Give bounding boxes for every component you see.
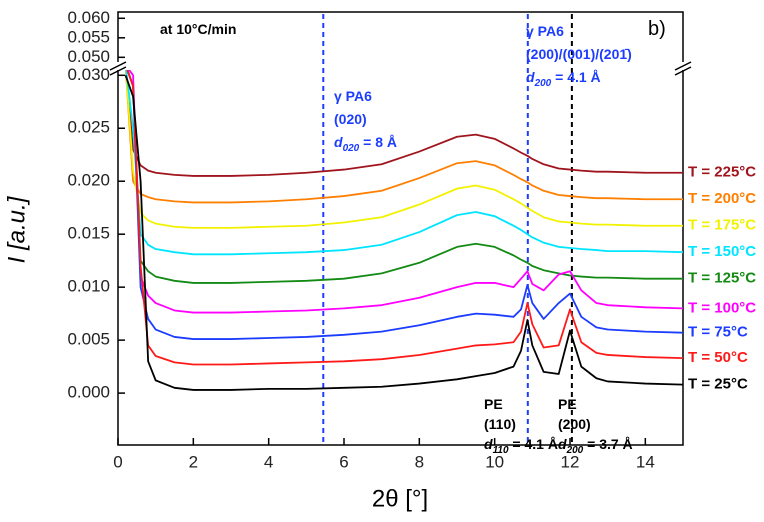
y-axis-label: I [a.u.] (3, 195, 30, 263)
annotation-text: γ PA6 (526, 23, 564, 39)
annotation: d110 = 4.1 Å (484, 436, 558, 456)
annotation-text: = 3.7 Å (583, 436, 632, 452)
annotation: d020 = 8 Å (334, 134, 397, 154)
y-tick-label: 0.020 (67, 171, 110, 190)
y-tick-label: 0.060 (67, 8, 110, 27)
annotation-text: PE (558, 396, 577, 412)
legend-label: T = 200°C (688, 190, 756, 207)
x-tick-label: 10 (485, 452, 504, 471)
annotation: (200)/(001)/(201̄) (526, 46, 632, 62)
series-line (124, 70, 683, 204)
annotation-text: = 4.1 Å (509, 436, 558, 452)
annotation-text: PE (484, 396, 503, 412)
axis-break-gap (112, 62, 690, 70)
y-tick-label: 0.005 (67, 330, 110, 349)
annotation-text: γ PA6 (334, 88, 372, 104)
annotation-text: (110) (484, 416, 516, 432)
x-tick-label: 12 (561, 452, 580, 471)
series-line (124, 74, 683, 391)
y-tick-label: 0.010 (67, 277, 110, 296)
annotation-text: b) (648, 18, 666, 40)
x-tick-label: 6 (339, 452, 348, 471)
annotation-text: (200) (558, 416, 591, 432)
y-tick-label: 0.025 (67, 118, 110, 137)
annotation: (110) (484, 416, 516, 432)
annotation-text: (020) (334, 111, 367, 127)
series-line (125, 70, 683, 177)
annotation-text: d (526, 69, 535, 85)
annotation: γ PA6 (334, 88, 372, 104)
x-tick-label: 2 (189, 452, 198, 471)
series-line (126, 70, 683, 340)
annotation: PE (484, 396, 503, 412)
annotation: (020) (334, 111, 367, 127)
annotation-subscript: 200 (566, 445, 584, 456)
annotation-subscript: 110 (493, 445, 509, 456)
annotation: at 10°C/min (160, 21, 236, 37)
legend-label: T = 225°C (688, 164, 756, 181)
legend-label: T = 125°C (688, 270, 756, 287)
legend-label: T = 150°C (688, 243, 756, 260)
y-tick-label: 0.000 (67, 383, 110, 402)
series-line (128, 70, 683, 314)
series-line (126, 70, 683, 284)
legend-label: T = 75°C (688, 324, 748, 341)
legend-label: T = 100°C (688, 299, 756, 316)
annotation: d200 = 3.7 Å (558, 436, 633, 456)
annotation-text: d (334, 134, 343, 150)
x-tick-label: 0 (113, 452, 122, 471)
x-axis-label: 2θ [°] (372, 485, 428, 512)
series-line (125, 70, 683, 256)
annotation: γ PA6 (526, 23, 564, 39)
annotation: (200) (558, 416, 591, 432)
series-line (126, 70, 683, 366)
legend-label: T = 175°C (688, 217, 756, 234)
annotation: PE (558, 396, 577, 412)
annotation-text: (200)/(001)/(201̄) (526, 46, 632, 62)
y-tick-label: 0.055 (67, 27, 110, 46)
series-line (125, 70, 683, 229)
x-tick-label: 4 (264, 452, 273, 471)
annotation-text: = 8 Å (359, 134, 397, 150)
y-tick-label: 0.015 (67, 224, 110, 243)
annotation-subscript: 200 (534, 78, 552, 89)
x-tick-label: 8 (415, 452, 424, 471)
annotation-text: = 4.1 Å (551, 69, 600, 85)
annotation: d200 = 4.1 Å (526, 69, 601, 89)
y-tick-label: 0.050 (67, 47, 110, 66)
legend-label: T = 50°C (688, 349, 748, 366)
annotation: b) (648, 18, 666, 40)
legend-label: T = 25°C (688, 376, 748, 393)
annotation-text: d (484, 436, 493, 452)
annotation-text: at 10°C/min (160, 21, 236, 37)
x-tick-label: 14 (636, 452, 655, 471)
annotation-subscript: 020 (343, 143, 360, 154)
annotation-text: d (558, 436, 567, 452)
axis-break-marks (109, 61, 692, 76)
plot-frame (117, 11, 684, 446)
y-tick-label: 0.030 (67, 65, 110, 84)
